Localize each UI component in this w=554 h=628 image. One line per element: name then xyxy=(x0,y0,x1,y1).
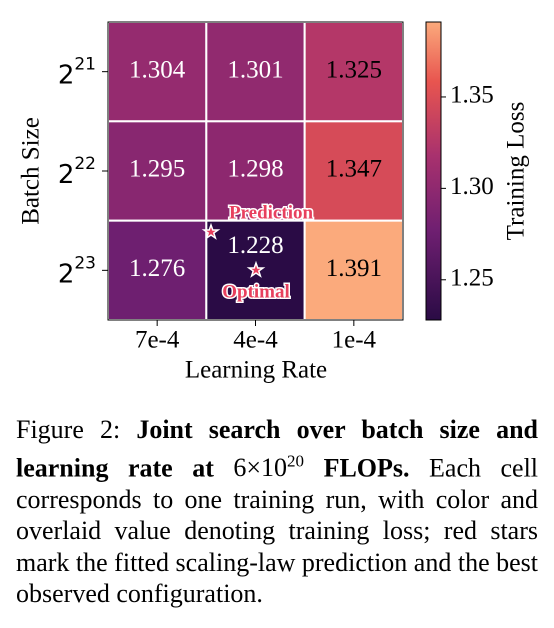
math: 10 xyxy=(261,453,288,483)
cell xyxy=(205,21,306,123)
prediction-star xyxy=(201,222,221,240)
y-tick-label: 223 xyxy=(58,253,96,289)
colorbar xyxy=(425,21,442,321)
cell-value: 1.301 xyxy=(227,56,283,83)
chart: Learning Rate Batch Size Training Loss 1… xyxy=(18,21,530,384)
tick-base: 2 xyxy=(58,259,75,289)
x-axis-label: Learning Rate xyxy=(185,357,327,384)
heatmap xyxy=(107,21,404,322)
cell-value: 1.391 xyxy=(326,255,382,282)
math: 6 xyxy=(233,453,247,483)
caption-label: Figure 2: xyxy=(16,415,121,444)
cell-value: 1.228 xyxy=(227,232,283,259)
tick-base: 2 xyxy=(58,60,75,90)
y-tick-label: 221 xyxy=(58,55,96,91)
tick-base: 2 xyxy=(58,160,75,190)
cell-value: 1.304 xyxy=(129,56,186,83)
caption-bold: FLOPs. xyxy=(323,453,410,483)
cell-value: 1.276 xyxy=(129,255,185,282)
prediction-annotation: Prediction xyxy=(229,202,314,223)
caption-bold: Joint search over batch size and learnin… xyxy=(16,415,539,483)
tick-exponent: 22 xyxy=(74,154,96,174)
colorbar-tick-label: 1.35 xyxy=(450,82,494,109)
caption: Figure 2: Joint search over batch size a… xyxy=(16,414,538,610)
y-axis-label: Batch Size xyxy=(18,117,45,225)
x-tick-label: 4e-4 xyxy=(233,327,278,354)
optimal-annotation: Optimal xyxy=(222,281,290,302)
tick-exponent: 23 xyxy=(74,253,96,273)
tick-exponent: 21 xyxy=(74,55,96,75)
x-tick-label: 1e-4 xyxy=(332,327,377,354)
cell xyxy=(205,219,306,322)
x-tick-label: 7e-4 xyxy=(135,327,180,354)
cell-value: 1.325 xyxy=(326,56,382,83)
colorbar-tick-label: 1.25 xyxy=(450,265,494,292)
cell-value: 1.298 xyxy=(227,156,283,183)
cell xyxy=(107,21,208,123)
math: × xyxy=(246,453,262,483)
colorbar-label: Training Loss xyxy=(503,102,530,241)
optimal-star xyxy=(246,260,266,278)
caption-math: 6×1020 xyxy=(233,451,305,483)
cell xyxy=(303,120,404,222)
cell-value: 1.347 xyxy=(326,156,382,183)
caption-body: Each cell corresponds to one training ru… xyxy=(16,453,539,609)
cell-value: 1.295 xyxy=(129,156,185,183)
y-tick-label: 222 xyxy=(58,154,96,190)
math: 20 xyxy=(287,451,305,471)
colorbar-tick-label: 1.30 xyxy=(450,173,494,200)
